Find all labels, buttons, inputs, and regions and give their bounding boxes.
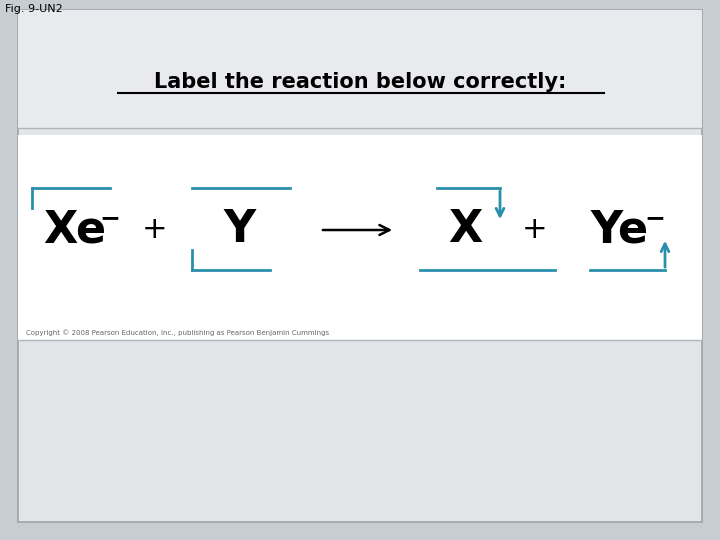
Text: Y: Y	[224, 208, 256, 252]
Text: Label the reaction below correctly:: Label the reaction below correctly:	[154, 72, 566, 92]
Text: X: X	[448, 208, 482, 252]
Bar	[18, 10, 702, 128]
Text: +: +	[142, 215, 168, 245]
Text: −: −	[99, 206, 120, 230]
Bar	[18, 135, 702, 340]
Text: Copyright © 2008 Pearson Education, Inc., publishing as Pearson Benjamin Cumming: Copyright © 2008 Pearson Education, Inc.…	[26, 329, 329, 336]
Text: +: +	[522, 215, 548, 245]
Text: −: −	[644, 206, 665, 230]
Text: Ye: Ye	[591, 208, 649, 252]
Text: Fig. 9-UN2: Fig. 9-UN2	[5, 4, 63, 14]
Text: Xe: Xe	[43, 208, 107, 252]
